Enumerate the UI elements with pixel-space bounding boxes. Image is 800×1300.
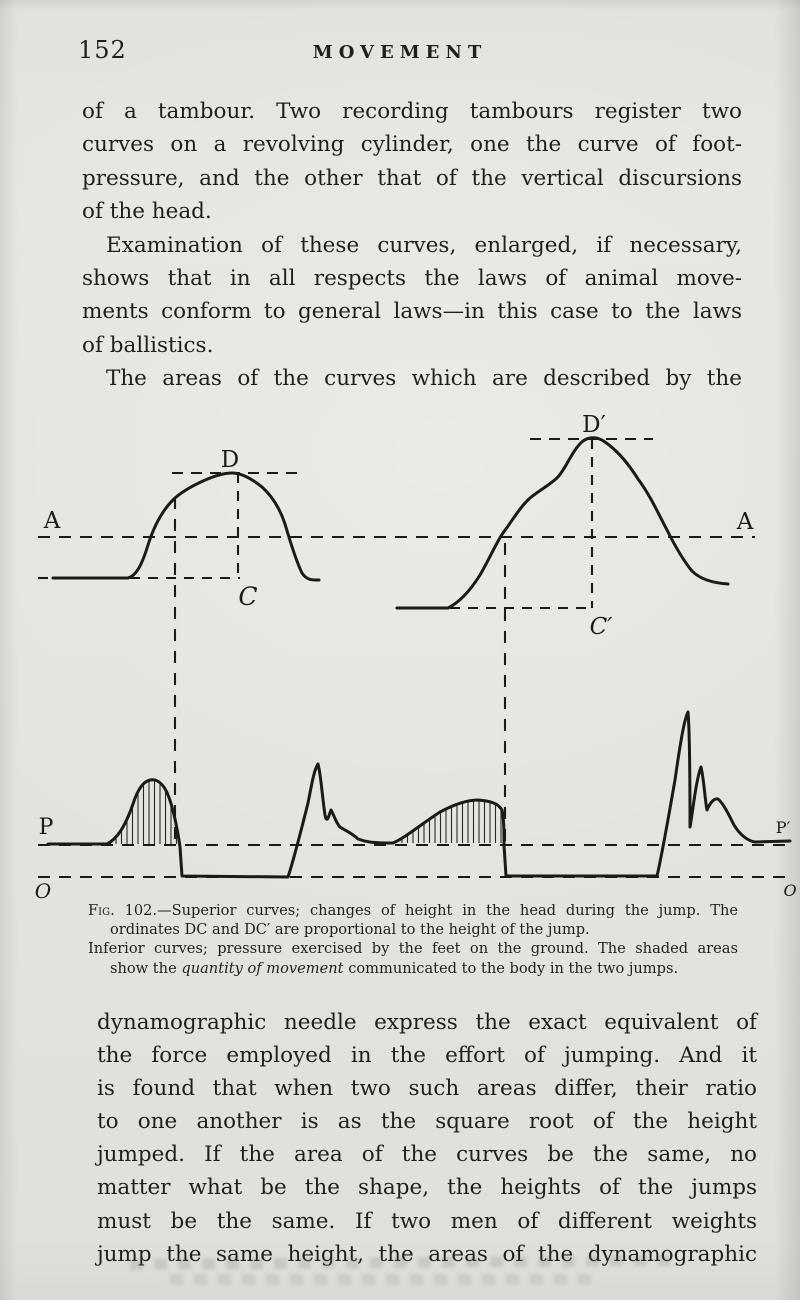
- text-line: The areas of the curves which are descri…: [106, 366, 742, 392]
- figure-102: A A D D′ C C′ P P′ O O: [20, 395, 800, 907]
- caption-line: Fig. 102.—Superior curves; changes of he…: [88, 902, 738, 919]
- label-p-prime: P′: [776, 818, 791, 837]
- label-c-prime: C′: [590, 614, 614, 640]
- body-text-upper: of a tambour. Two recording tambours reg…: [82, 95, 742, 396]
- text-line: of a tambour. Two recording tambours reg…: [82, 99, 742, 124]
- label-a-right: A: [736, 509, 754, 535]
- jump-curves-diagram: A A D D′ C C′ P P′ O O: [35, 412, 797, 903]
- text-line: matter what be the shape, the heights of…: [97, 1175, 757, 1201]
- label-c: C: [238, 582, 257, 611]
- body-text-lower: dynamographic needle express the exact e…: [97, 1006, 757, 1271]
- foot-pressure-curve: [46, 710, 792, 879]
- head-height-curve-second-jump: [395, 436, 730, 610]
- label-o-right: O: [783, 881, 796, 900]
- shaded-area-first-jump: [107, 779, 180, 844]
- label-a-left: A: [43, 508, 61, 534]
- text-line: must be the same. If two men of differen…: [97, 1208, 757, 1234]
- label-p: P: [39, 815, 54, 840]
- label-o-left: O: [35, 879, 51, 903]
- italic-phrase: quantity of movement: [181, 959, 344, 977]
- text-line: dynamographic needle express the exact e…: [97, 1010, 757, 1035]
- label-d: D: [221, 447, 239, 473]
- running-head: MOVEMENT: [312, 42, 488, 63]
- text-line: ments conform to general laws—in this ca…: [82, 299, 742, 325]
- text-line: of ballistics.: [82, 332, 214, 358]
- fig-number: Fig. 102.: [88, 902, 158, 919]
- caption-line: ordinates DC and DC′ are proportional to…: [110, 921, 590, 939]
- label-d-prime: D′: [582, 412, 606, 438]
- text-line: the force employed in the effort of jump…: [97, 1043, 757, 1069]
- head-height-curve-first-jump: [51, 471, 321, 582]
- text-line: of the head.: [82, 199, 212, 225]
- text-line: is found that when two such areas differ…: [97, 1076, 757, 1102]
- page-number: 152: [78, 36, 127, 64]
- caption-line: show the quantity of movement communicat…: [110, 959, 679, 977]
- text-line: curves on a revolving cylinder, one the …: [82, 132, 742, 158]
- text-line: jumped. If the area of the curves be the…: [97, 1142, 757, 1168]
- text-line: to one another is as the square root of …: [97, 1109, 757, 1135]
- text-line: Examination of these curves, enlarged, i…: [106, 232, 742, 258]
- text-line: shows that in all respects the laws of a…: [82, 266, 742, 292]
- bleed-through-smudge: [170, 1274, 600, 1285]
- figure-caption: Fig. 102.—Superior curves; changes of he…: [88, 901, 738, 978]
- caption-line: Inferior curves; pressure exercised by t…: [88, 940, 738, 958]
- shaded-area-second-jump: [393, 800, 504, 843]
- text-line: jump the same height, the areas of the d…: [97, 1241, 757, 1267]
- text-line: pressure, and the other that of the vert…: [82, 165, 742, 191]
